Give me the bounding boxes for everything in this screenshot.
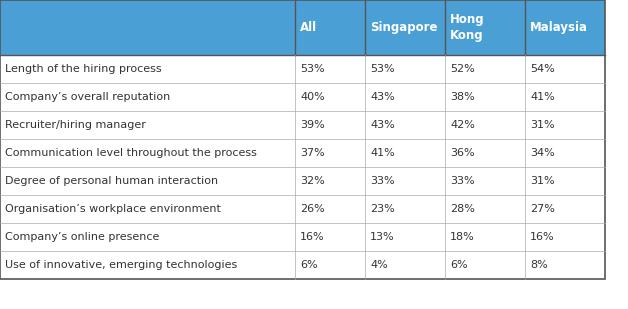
Text: Singapore: Singapore xyxy=(370,21,438,34)
Bar xyxy=(365,83,445,111)
Bar xyxy=(525,139,605,167)
Bar xyxy=(295,251,365,279)
Bar xyxy=(295,167,365,195)
Text: 31%: 31% xyxy=(530,176,555,186)
Bar xyxy=(445,0,525,55)
Bar xyxy=(295,139,365,167)
Text: 52%: 52% xyxy=(450,64,475,74)
Bar xyxy=(445,55,525,83)
Bar xyxy=(525,55,605,83)
Text: 16%: 16% xyxy=(300,232,325,242)
Text: 31%: 31% xyxy=(530,120,555,130)
Bar xyxy=(0,167,295,195)
Text: 16%: 16% xyxy=(530,232,555,242)
Bar xyxy=(525,167,605,195)
Bar xyxy=(295,55,365,83)
Text: 8%: 8% xyxy=(530,260,548,270)
Bar xyxy=(0,139,295,167)
Text: 13%: 13% xyxy=(370,232,394,242)
Text: Communication level throughout the process: Communication level throughout the proce… xyxy=(5,148,257,158)
Bar xyxy=(445,167,525,195)
Bar xyxy=(525,83,605,111)
Bar xyxy=(0,195,295,223)
Text: Company’s overall reputation: Company’s overall reputation xyxy=(5,92,170,102)
Text: 27%: 27% xyxy=(530,204,555,214)
Text: 54%: 54% xyxy=(530,64,555,74)
Text: Hong
Kong: Hong Kong xyxy=(450,14,485,41)
Text: 28%: 28% xyxy=(450,204,475,214)
Text: 40%: 40% xyxy=(300,92,325,102)
Text: 4%: 4% xyxy=(370,260,387,270)
Text: 36%: 36% xyxy=(450,148,475,158)
Text: Company’s online presence: Company’s online presence xyxy=(5,232,160,242)
Bar xyxy=(445,139,525,167)
Bar xyxy=(445,195,525,223)
Bar xyxy=(525,251,605,279)
Bar xyxy=(525,223,605,251)
Text: 41%: 41% xyxy=(370,148,395,158)
Bar xyxy=(365,55,445,83)
Text: 32%: 32% xyxy=(300,176,325,186)
Bar xyxy=(0,223,295,251)
Bar xyxy=(525,0,605,55)
Text: 53%: 53% xyxy=(300,64,325,74)
Bar xyxy=(525,111,605,139)
Text: 26%: 26% xyxy=(300,204,325,214)
Text: 34%: 34% xyxy=(530,148,555,158)
Text: 38%: 38% xyxy=(450,92,475,102)
Bar xyxy=(295,223,365,251)
Bar xyxy=(295,0,365,55)
Bar xyxy=(365,139,445,167)
Bar xyxy=(0,251,295,279)
Text: Use of innovative, emerging technologies: Use of innovative, emerging technologies xyxy=(5,260,237,270)
Bar xyxy=(0,0,295,55)
Bar xyxy=(365,111,445,139)
Text: 43%: 43% xyxy=(370,120,395,130)
Bar xyxy=(295,195,365,223)
Text: 42%: 42% xyxy=(450,120,475,130)
Bar xyxy=(0,83,295,111)
Text: 33%: 33% xyxy=(370,176,394,186)
Text: All: All xyxy=(300,21,317,34)
Text: Organisation’s workplace environment: Organisation’s workplace environment xyxy=(5,204,221,214)
Bar xyxy=(445,111,525,139)
Bar xyxy=(365,251,445,279)
Bar xyxy=(445,83,525,111)
Text: 6%: 6% xyxy=(300,260,318,270)
Text: 18%: 18% xyxy=(450,232,475,242)
Bar xyxy=(0,55,295,83)
Bar xyxy=(365,195,445,223)
Bar xyxy=(445,223,525,251)
Text: 23%: 23% xyxy=(370,204,395,214)
Text: 37%: 37% xyxy=(300,148,325,158)
Bar xyxy=(445,251,525,279)
Text: 6%: 6% xyxy=(450,260,468,270)
Bar xyxy=(0,111,295,139)
Text: 53%: 53% xyxy=(370,64,394,74)
Text: Degree of personal human interaction: Degree of personal human interaction xyxy=(5,176,218,186)
Text: 43%: 43% xyxy=(370,92,395,102)
Bar xyxy=(365,223,445,251)
Bar xyxy=(525,195,605,223)
Text: 41%: 41% xyxy=(530,92,555,102)
Text: 39%: 39% xyxy=(300,120,325,130)
Bar xyxy=(365,0,445,55)
Bar xyxy=(295,111,365,139)
Bar xyxy=(365,167,445,195)
Text: Malaysia: Malaysia xyxy=(530,21,588,34)
Text: 33%: 33% xyxy=(450,176,475,186)
Text: Recruiter/hiring manager: Recruiter/hiring manager xyxy=(5,120,146,130)
Text: Length of the hiring process: Length of the hiring process xyxy=(5,64,161,74)
Bar xyxy=(295,83,365,111)
